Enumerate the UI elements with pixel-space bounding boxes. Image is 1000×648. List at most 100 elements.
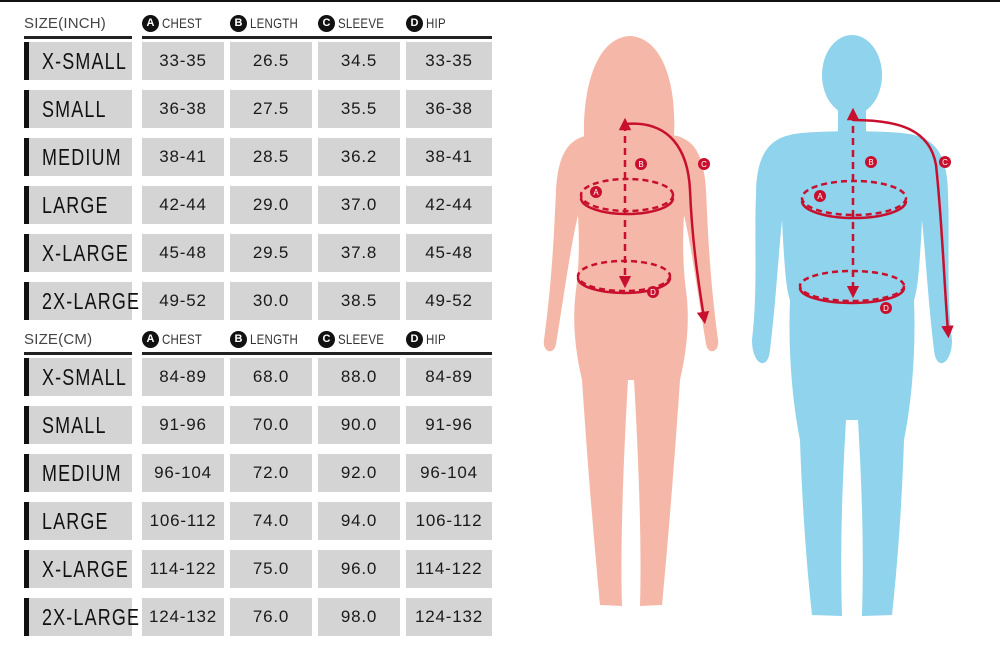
cell-hip: 114-122 <box>406 550 492 588</box>
badge-a: A <box>142 14 159 32</box>
table-row: MEDIUM 38-41 28.5 36.2 38-41 <box>24 134 492 182</box>
cell-length: 70.0 <box>230 406 312 444</box>
cell-size: X-SMALL <box>24 358 132 396</box>
male-marker-a: A <box>814 190 826 202</box>
cell-chest: 36-38 <box>142 90 224 128</box>
size-label: MEDIUM <box>42 459 122 486</box>
size-label: 2X-LARGE <box>42 603 141 630</box>
table-row: 2X-LARGE 49-52 30.0 38.5 49-52 <box>24 278 492 326</box>
cell-length: 75.0 <box>230 550 312 588</box>
badge-b: B <box>230 14 247 32</box>
female-measurements <box>576 117 710 325</box>
table-title: SIZE(CM) <box>24 330 93 348</box>
cell-sleeve: 94.0 <box>318 502 400 540</box>
cell-hip: 42-44 <box>406 186 492 224</box>
cell-hip: 96-104 <box>406 454 492 492</box>
male-figure <box>752 35 952 616</box>
svg-text:B: B <box>638 160 643 169</box>
table-row: SMALL 91-96 70.0 90.0 91-96 <box>24 402 492 450</box>
header-hip: D HIP <box>406 326 492 355</box>
cell-hip: 33-35 <box>406 42 492 80</box>
badge-d: D <box>406 330 423 348</box>
cell-chest: 33-35 <box>142 42 224 80</box>
female-figure <box>543 36 719 606</box>
svg-text:C: C <box>701 160 707 169</box>
cell-chest: 42-44 <box>142 186 224 224</box>
cell-chest: 106-112 <box>142 502 224 540</box>
cell-size: SMALL <box>24 406 132 444</box>
cell-hip: 38-41 <box>406 138 492 176</box>
table-header: SIZE(CM) A CHEST B LENGTH C SLEEVE D HIP <box>24 326 492 355</box>
cell-size: MEDIUM <box>24 454 132 492</box>
cell-sleeve: 90.0 <box>318 406 400 444</box>
cell-sleeve: 37.0 <box>318 186 400 224</box>
cell-hip: 106-112 <box>406 502 492 540</box>
badge-a: A <box>142 330 159 348</box>
cell-chest: 84-89 <box>142 358 224 396</box>
cell-length: 28.5 <box>230 138 312 176</box>
svg-text:D: D <box>883 304 889 313</box>
svg-text:C: C <box>942 158 948 167</box>
cell-length: 29.5 <box>230 234 312 272</box>
cell-length: 27.5 <box>230 90 312 128</box>
size-table-cm: SIZE(CM) A CHEST B LENGTH C SLEEVE D HIP… <box>24 326 492 642</box>
cell-chest: 124-132 <box>142 598 224 636</box>
cell-length: 76.0 <box>230 598 312 636</box>
cell-length: 74.0 <box>230 502 312 540</box>
badge-c: C <box>318 14 335 32</box>
header-length: B LENGTH <box>230 10 318 39</box>
cell-sleeve: 96.0 <box>318 550 400 588</box>
cell-chest: 114-122 <box>142 550 224 588</box>
size-label: SMALL <box>42 411 107 438</box>
table-row: X-LARGE 114-122 75.0 96.0 114-122 <box>24 546 492 594</box>
male-marker-b: B <box>865 156 877 168</box>
cell-size: SMALL <box>24 90 132 128</box>
table-row: X-SMALL 84-89 68.0 88.0 84-89 <box>24 354 492 402</box>
cell-size: LARGE <box>24 186 132 224</box>
header-hip: D HIP <box>406 10 492 39</box>
svg-text:A: A <box>593 188 599 197</box>
cell-sleeve: 38.5 <box>318 282 400 320</box>
size-label: X-SMALL <box>42 363 127 390</box>
header-chest: A CHEST <box>142 326 230 355</box>
table-row: LARGE 42-44 29.0 37.0 42-44 <box>24 182 492 230</box>
header-length: B LENGTH <box>230 326 318 355</box>
cell-chest: 91-96 <box>142 406 224 444</box>
female-marker-b: B <box>635 158 647 170</box>
cell-chest: 49-52 <box>142 282 224 320</box>
header-sleeve: C SLEEVE <box>318 10 406 39</box>
cell-sleeve: 37.8 <box>318 234 400 272</box>
cell-size: X-LARGE <box>24 550 132 588</box>
cell-hip: 45-48 <box>406 234 492 272</box>
size-label: MEDIUM <box>42 143 122 170</box>
cell-chest: 45-48 <box>142 234 224 272</box>
cell-sleeve: 36.2 <box>318 138 400 176</box>
cell-chest: 38-41 <box>142 138 224 176</box>
size-table-inch: SIZE(INCH) A CHEST B LENGTH C SLEEVE D H… <box>24 10 492 326</box>
cell-sleeve: 98.0 <box>318 598 400 636</box>
cell-sleeve: 92.0 <box>318 454 400 492</box>
badge-d: D <box>406 14 423 32</box>
svg-text:A: A <box>817 192 823 201</box>
size-label: X-LARGE <box>42 239 129 266</box>
male-marker-c: C <box>939 156 951 168</box>
size-label: LARGE <box>42 191 109 218</box>
cell-size: X-LARGE <box>24 234 132 272</box>
table-header: SIZE(INCH) A CHEST B LENGTH C SLEEVE D H… <box>24 10 492 39</box>
cell-sleeve: 34.5 <box>318 42 400 80</box>
header-sleeve: C SLEEVE <box>318 326 406 355</box>
female-marker-a: A <box>590 186 602 198</box>
svg-text:B: B <box>868 158 873 167</box>
cell-length: 68.0 <box>230 358 312 396</box>
table-row: X-LARGE 45-48 29.5 37.8 45-48 <box>24 230 492 278</box>
cell-hip: 91-96 <box>406 406 492 444</box>
cell-size: MEDIUM <box>24 138 132 176</box>
top-border-line <box>0 0 1000 2</box>
cell-length: 72.0 <box>230 454 312 492</box>
badge-b: B <box>230 330 247 348</box>
size-label: 2X-LARGE <box>42 287 141 314</box>
cell-size: 2X-LARGE <box>24 598 139 636</box>
cell-sleeve: 35.5 <box>318 90 400 128</box>
header-chest: A CHEST <box>142 10 230 39</box>
size-label: LARGE <box>42 507 109 534</box>
